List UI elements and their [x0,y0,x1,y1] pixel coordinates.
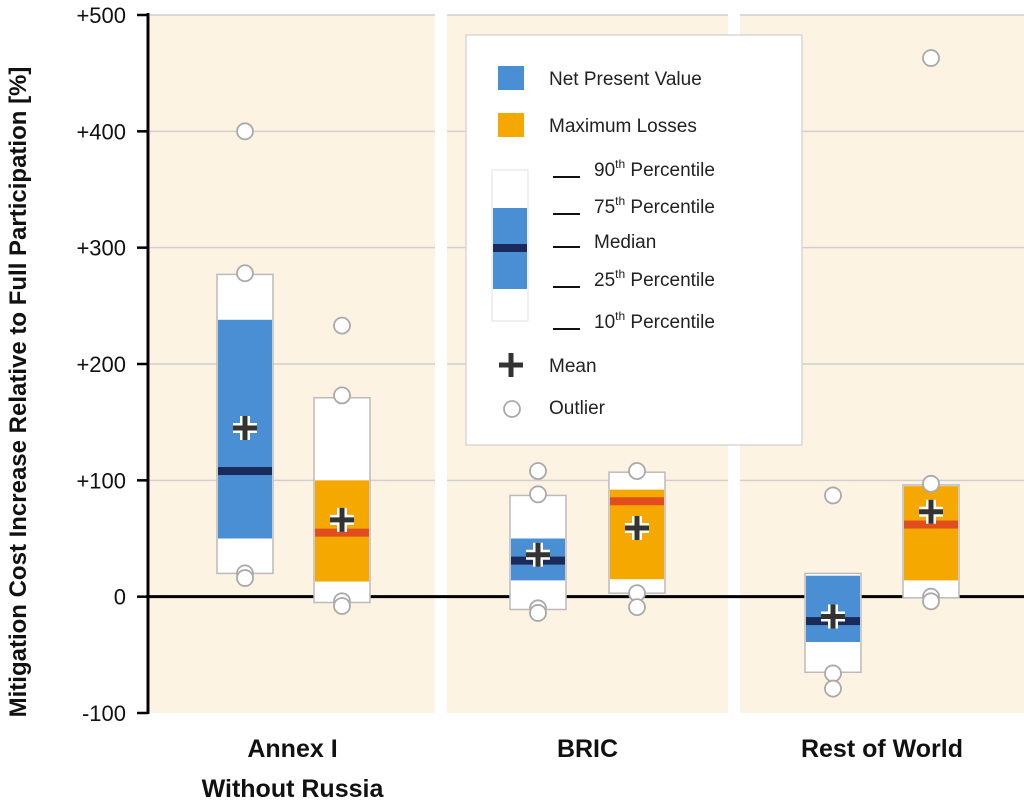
legend-percentile-label: 75th Percentile [594,194,715,218]
mean-marker [919,499,943,524]
legend-percentile-label: 25th Percentile [594,267,715,291]
legend-sample-median [493,244,527,252]
y-tick-label: +200 [76,352,126,377]
box-median [610,497,664,506]
box-median [904,520,958,529]
mean-marker-cross [330,507,354,532]
box-median [315,528,369,537]
category-label-1: Annex I [247,735,337,763]
box-ml-3 [902,49,960,611]
mean-marker [330,507,354,532]
outlier-point [824,679,842,698]
box-npv-3 [804,486,862,698]
outlier-point [922,592,940,611]
mean-marker-cross [919,499,943,524]
outlier-point [529,462,547,480]
outlier-point [824,486,842,505]
legend-label-mean: Mean [549,356,597,377]
y-tick-label: +300 [76,236,126,261]
outlier-point [529,485,547,504]
mean-marker [526,542,550,567]
y-tick-label: -100 [82,701,126,726]
legend-swatch-ml [498,113,524,137]
outlier-point [628,598,646,617]
mean-marker [821,604,845,629]
mean-marker [233,415,257,440]
legend: Net Present Value Maximum Losses 90th Perc… [465,34,803,446]
outlier-point [236,569,254,587]
legend-label-npv: Net Present Value [549,69,702,90]
outlier-point [824,664,842,683]
mean-marker-cross [233,415,257,440]
legend-outlier-marker [503,400,521,418]
legend-swatch-npv [498,66,524,90]
box-ml-2 [608,462,666,617]
boxes [216,49,960,698]
mean-marker-cross [625,516,649,541]
category-label-1: Without Russia [202,775,385,803]
legend-percentile-label: 10th Percentile [594,309,715,333]
y-tick-label: +500 [76,3,126,28]
outlier-point [529,604,547,622]
mean-marker-cross [499,353,523,377]
outlier-point [333,386,351,405]
legend-mean-marker [499,353,523,377]
mean-marker-cross [526,542,550,567]
y-tick-label: +400 [76,119,126,144]
legend-percentile-label: Median [594,232,656,253]
legend-label-outlier: Outlier [549,398,606,419]
y-tick-label: 0 [114,585,126,610]
mean-marker-cross [821,604,845,629]
box-npv-1 [216,122,274,587]
outlier-point [236,122,254,141]
outlier-point [922,49,940,67]
legend-box: Net Present Value Maximum Losses 90th Perc… [465,34,803,446]
outlier-point [333,597,351,615]
outlier-point [333,316,351,335]
legend-percentile-label: 90th Percentile [594,157,715,181]
box-npv-2 [509,462,567,622]
y-tick-label: +100 [76,468,126,493]
category-label-2: BRIC [557,735,618,763]
outlier-point [922,474,940,493]
mean-marker [625,516,649,541]
axes: -100 0 +100 +200 +300 +400 +500 Mitigation Cost… [5,3,1024,726]
outlier-point [236,264,254,283]
y-axis-label: Mitigation Cost Increase Relative to Ful… [5,67,32,718]
legend-label-ml: Maximum Losses [549,116,697,137]
category-label-3: Rest of World [801,735,963,763]
box-median [218,467,272,476]
box-ml-1 [313,316,371,615]
labels: Annex I Without Russia BRIC Rest of World [202,735,963,803]
outlier-point [628,462,646,480]
